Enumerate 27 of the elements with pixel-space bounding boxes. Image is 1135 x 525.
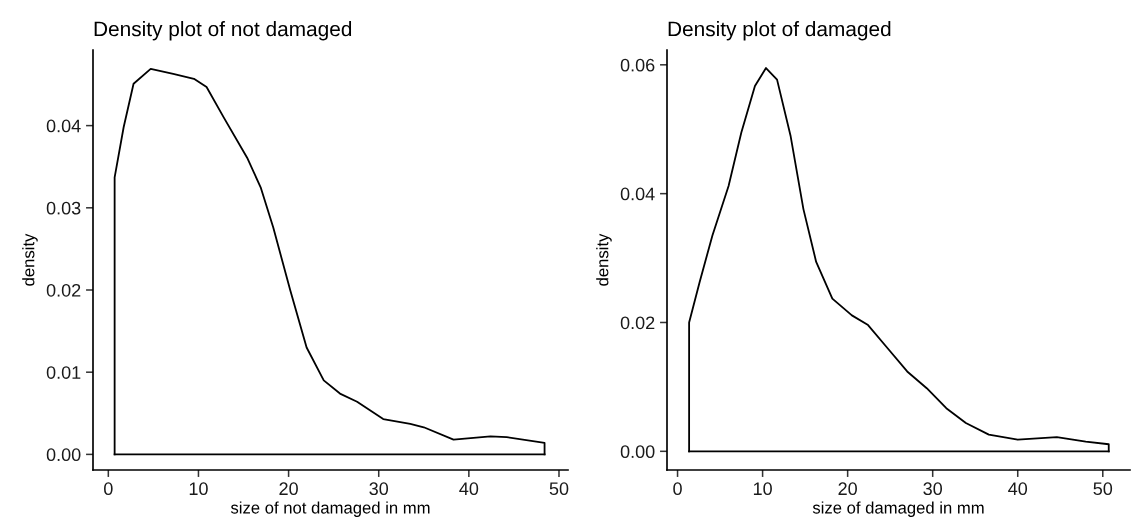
y-tick-label: 0.00 <box>46 448 81 462</box>
y-axis-title: density <box>22 233 38 286</box>
y-tick-label: 0.02 <box>46 283 81 297</box>
y-tick-label: 0.00 <box>620 445 655 459</box>
x-tick-label: 20 <box>838 482 857 496</box>
y-axis-title: density <box>596 233 612 286</box>
y-tick-label: 0.03 <box>46 201 81 215</box>
chart-title: Density plot of not damaged <box>94 21 352 41</box>
chart-title: Density plot of damaged <box>668 21 891 41</box>
x-tick-label: 50 <box>1093 482 1113 496</box>
x-tick-label: 20 <box>279 482 298 496</box>
y-tick-label: 0.01 <box>46 366 81 379</box>
x-axis-title: size of damaged in mm <box>812 501 984 517</box>
x-tick-label: 0 <box>104 482 113 496</box>
y-tick-label: 0.04 <box>46 119 81 133</box>
y-tick-label: 0.06 <box>620 58 655 72</box>
x-tick-label: 40 <box>1008 482 1028 496</box>
x-tick-label: 30 <box>923 482 943 496</box>
x-axis-title: size of not damaged in mm <box>230 501 430 517</box>
x-tick-label: 30 <box>369 482 389 496</box>
x-tick-label: 40 <box>459 482 479 496</box>
x-tick-label: 10 <box>753 482 772 496</box>
x-tick-label: 50 <box>549 482 569 496</box>
y-tick-label: 0.04 <box>620 187 655 201</box>
x-tick-label: 0 <box>673 482 682 496</box>
y-tick-label: 0.02 <box>620 316 655 330</box>
x-tick-label: 10 <box>189 482 208 496</box>
